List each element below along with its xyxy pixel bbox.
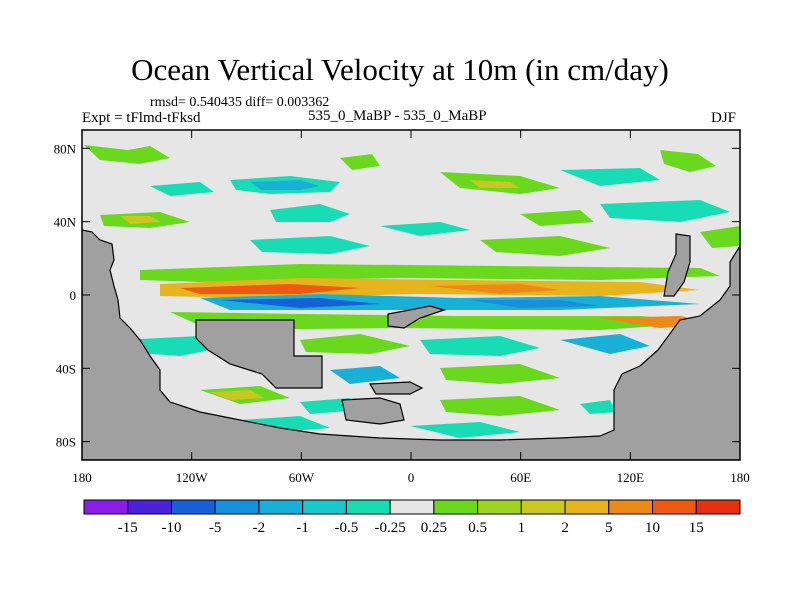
x-tick-label: 120W xyxy=(176,470,209,485)
equatorial-band xyxy=(140,264,720,330)
y-tick-label: 0 xyxy=(70,288,77,303)
land-masses xyxy=(82,229,740,460)
chart-title: Ocean Vertical Velocity at 10m (in cm/da… xyxy=(131,52,669,87)
colorbar-label: 5 xyxy=(605,520,613,536)
x-tick-label: 120E xyxy=(617,470,645,485)
season-label: DJF xyxy=(711,110,737,126)
colorbar-swatch xyxy=(608,499,654,515)
chart-subtitle: 535_0_MaBP - 535_0_MaBP xyxy=(308,108,487,124)
y-tick-label: 80S xyxy=(56,435,76,450)
colorbar-label: 10 xyxy=(645,520,660,536)
y-axis: 80N 40N 0 40S 80S xyxy=(54,141,740,450)
colorbar-swatch xyxy=(433,499,479,515)
colorbar-swatch xyxy=(652,499,697,515)
x-tick-label: 60W xyxy=(289,470,315,485)
colorbar-swatch xyxy=(127,499,172,515)
colorbar-label: -10 xyxy=(161,520,181,536)
colorbar-label: -1 xyxy=(296,520,309,536)
colorbar-swatch xyxy=(695,499,741,515)
colorbar-label: -0.5 xyxy=(335,520,359,536)
colorbar-label: 15 xyxy=(689,520,704,536)
y-tick-label: 40S xyxy=(56,361,76,376)
y-tick-label: 40N xyxy=(54,215,77,230)
colorbar-swatch xyxy=(83,499,129,515)
colorbar-swatch xyxy=(302,499,347,515)
colorbar-label: -0.25 xyxy=(375,520,406,536)
x-tick-label: 180 xyxy=(730,470,750,485)
colorbar-label: 0.25 xyxy=(421,520,447,536)
colorbar-swatch xyxy=(564,499,610,515)
x-tick-label: 0 xyxy=(408,470,415,485)
colorbar-swatch xyxy=(258,499,304,515)
stats-label: rmsd= 0.540435 diff= 0.003362 xyxy=(150,95,330,110)
colorbar-swatch xyxy=(389,499,435,515)
y-tick-label: 80N xyxy=(54,141,77,156)
colorbar-label: 0.5 xyxy=(468,520,487,536)
x-tick-label: 60E xyxy=(510,470,531,485)
nh-field-patches xyxy=(84,145,740,256)
experiment-label: Expt = tFlmd-tFksd xyxy=(82,110,201,126)
x-axis: 180 120W 60W 0 60E 120E 180 xyxy=(72,130,750,485)
colorbar-label: 2 xyxy=(561,520,569,536)
colorbar-swatch xyxy=(345,499,391,515)
colorbar-label: 1 xyxy=(518,520,526,536)
colorbar-label: -15 xyxy=(118,520,138,536)
colorbar-swatch xyxy=(520,499,566,515)
colorbar: -15 -10 -5 -2 -1 -0.5 -0.25 0.25 0.5 1 2 5 10 15 xyxy=(83,499,741,536)
colorbar-swatch xyxy=(214,499,260,515)
colorbar-label: -5 xyxy=(209,520,222,536)
colorbar-swatch xyxy=(170,499,216,515)
x-tick-label: 180 xyxy=(72,470,92,485)
colorbar-swatch xyxy=(477,499,522,515)
colorbar-label: -2 xyxy=(253,520,266,536)
